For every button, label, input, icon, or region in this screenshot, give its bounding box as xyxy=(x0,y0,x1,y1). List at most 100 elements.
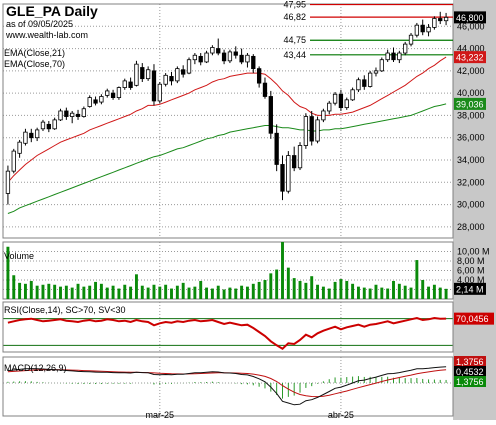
candle-body xyxy=(438,18,443,22)
volume-legend: Volume xyxy=(4,251,34,261)
price-tick-label: 28,000 xyxy=(457,222,485,232)
volume-bar xyxy=(35,285,39,299)
volume-bar xyxy=(403,285,407,299)
volume-bar xyxy=(292,278,296,299)
candle-body xyxy=(221,52,227,62)
candle-body xyxy=(251,55,256,70)
price-tick-label: 30,000 xyxy=(457,200,485,210)
volume-bar xyxy=(444,288,448,299)
volume-bar xyxy=(374,284,378,299)
candle-body xyxy=(151,70,157,102)
volume-bar xyxy=(187,287,191,299)
candle-body xyxy=(181,69,186,75)
candle-body xyxy=(239,54,244,63)
candle-body xyxy=(303,116,309,146)
candle-body xyxy=(280,164,285,192)
volume-bar xyxy=(281,242,284,299)
candle-body xyxy=(227,51,233,62)
candle-body xyxy=(17,141,22,154)
volume-bar xyxy=(175,285,179,299)
candle-body xyxy=(64,110,69,117)
candle-body xyxy=(169,76,174,82)
candle-body xyxy=(58,110,63,121)
volume-bar xyxy=(228,287,232,299)
volume-bar xyxy=(70,287,74,299)
candle-body xyxy=(373,70,379,74)
volume-bar xyxy=(275,269,279,299)
volume-bar xyxy=(380,287,384,299)
candle-body xyxy=(40,121,46,130)
macd-last-label: 1,3756 xyxy=(456,377,484,387)
candle-body xyxy=(216,48,221,54)
candle-body xyxy=(262,82,268,97)
marks-layer: 47,95 46,82 44,75 43,44 xyxy=(5,0,453,406)
volume-bar xyxy=(146,287,150,299)
candle-body xyxy=(367,72,373,87)
candle-body xyxy=(87,97,92,107)
volume-bar xyxy=(12,275,16,299)
volume-bar xyxy=(76,283,80,299)
candle-body xyxy=(297,145,303,169)
volume-tick-label: 6,00 M xyxy=(457,266,485,276)
candle-body xyxy=(332,93,338,104)
volume-bar xyxy=(298,280,302,299)
candle-body xyxy=(327,102,332,112)
volume-bar xyxy=(257,281,261,299)
candle-body xyxy=(163,74,168,85)
candle-body xyxy=(397,52,402,61)
candle-body xyxy=(11,150,16,172)
candle-body xyxy=(362,79,367,87)
candle-body xyxy=(443,16,449,22)
candle-body xyxy=(81,108,87,117)
panel-frame-rsi xyxy=(2,301,454,353)
candle-body xyxy=(350,89,355,101)
website-label: www.wealth-lab.com xyxy=(5,30,88,40)
candle-body xyxy=(122,80,127,88)
volume-bar xyxy=(356,286,360,299)
candle-body xyxy=(192,54,198,61)
panel-frame-price xyxy=(2,3,454,239)
volume-tick-label: 4,00 M xyxy=(457,275,485,285)
candle-body xyxy=(268,96,273,134)
candle-body xyxy=(292,155,297,169)
candle-body xyxy=(408,34,414,45)
volume-bar xyxy=(134,274,138,299)
price-tick-label: 38,000 xyxy=(457,110,485,120)
candle-body xyxy=(210,47,215,54)
level-label: 43,44 xyxy=(283,50,306,60)
price-tick-label: 46,000 xyxy=(457,21,485,31)
volume-bar xyxy=(117,288,121,299)
candle-body xyxy=(23,131,28,144)
volume-bar xyxy=(193,286,197,299)
volume-bar xyxy=(345,280,349,299)
candle-body xyxy=(175,68,180,82)
candle-body xyxy=(52,119,57,130)
ema70-legend: EMA(Close,70) xyxy=(4,59,65,69)
volume-bar xyxy=(64,285,68,299)
candle-body xyxy=(99,96,104,103)
volume-bar xyxy=(222,289,226,299)
candle-body xyxy=(116,87,122,98)
volume-tick-label: 10,00 M xyxy=(457,247,490,257)
price-tick-label: 36,000 xyxy=(457,133,485,143)
volume-bar xyxy=(392,280,395,299)
candle-body xyxy=(420,24,425,33)
volume-bar xyxy=(129,286,133,299)
volume-bar xyxy=(438,287,442,299)
volume-bar xyxy=(59,286,62,299)
volume-bar xyxy=(427,286,431,299)
candle-body xyxy=(198,55,203,63)
volume-bar xyxy=(53,284,57,299)
volume-bar xyxy=(432,284,436,299)
x-tick-label: abr-25 xyxy=(328,410,354,420)
volume-bar xyxy=(205,287,209,299)
volume-bar xyxy=(140,285,144,299)
panel-frame-vol xyxy=(2,241,454,300)
candle-body xyxy=(140,67,145,80)
macd-last-label: 0,4532 xyxy=(456,367,484,377)
candle-body xyxy=(70,112,75,117)
volume-bar xyxy=(18,282,22,299)
price-axis-strip xyxy=(453,0,496,420)
ema70-line xyxy=(7,103,447,214)
